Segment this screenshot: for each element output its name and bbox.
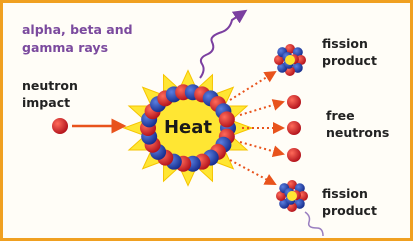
neutron-ball bbox=[219, 111, 235, 127]
free-neutron bbox=[287, 95, 301, 109]
text-line: free bbox=[326, 108, 355, 123]
neutron bbox=[52, 118, 68, 134]
core bbox=[285, 55, 295, 65]
text-line: fission bbox=[322, 36, 368, 51]
diagram: alpha, beta and gamma rays neutron impac… bbox=[0, 0, 413, 241]
text-line: impact bbox=[22, 95, 70, 110]
fission-product bbox=[274, 44, 306, 76]
free-neutron bbox=[287, 121, 301, 135]
text-line: product bbox=[322, 53, 377, 68]
text-line: neutron bbox=[22, 78, 78, 93]
text-line: fission bbox=[322, 186, 368, 201]
text-line: product bbox=[322, 203, 377, 218]
free-neutron bbox=[287, 148, 301, 162]
text-line: neutrons bbox=[326, 125, 389, 140]
fission-product bbox=[276, 180, 308, 212]
text-line: gamma rays bbox=[22, 40, 108, 55]
heat-label: Heat bbox=[164, 117, 212, 138]
core bbox=[287, 191, 297, 201]
text-line: alpha, beta and bbox=[22, 22, 133, 37]
